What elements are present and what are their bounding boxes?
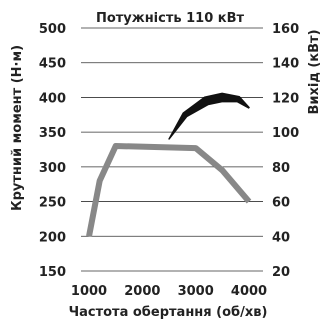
y-right-tick-label: 80 (272, 161, 290, 176)
y-left-tick-label: 200 (39, 230, 66, 245)
x-axis-title: Частота обертання (об/хв) (69, 305, 268, 320)
y-right-tick-label: 40 (272, 230, 290, 245)
series-layer (86, 92, 252, 237)
chart-title: Потужність 110 кВт (96, 11, 245, 26)
x-tick-label: 3000 (178, 284, 214, 299)
tick-labels: 150 200 250 300 350 400 450 500 20 40 60 80 100 120 14… (39, 22, 299, 299)
y-left-tick-label: 450 (39, 57, 66, 72)
power-curve (168, 92, 250, 140)
y-right-axis-title: Вихід (кВт) (307, 29, 322, 114)
y-left-tick-label: 400 (39, 91, 66, 106)
y-right-tick-label: 20 (272, 265, 290, 280)
y-left-tick-label: 250 (39, 196, 66, 211)
y-right-tick-label: 100 (272, 126, 299, 141)
y-left-tick-label: 300 (39, 161, 66, 176)
y-left-tick-label: 500 (39, 22, 66, 37)
y-left-tick-label: 350 (39, 126, 66, 141)
y-left-axis-title: Крутний момент (Н·м) (10, 45, 25, 211)
y-right-tick-label: 160 (272, 22, 299, 37)
x-tick-label: 2000 (124, 284, 160, 299)
x-tick-label: 1000 (71, 284, 107, 299)
y-right-tick-label: 140 (272, 57, 299, 72)
y-right-tick-label: 120 (272, 91, 299, 106)
x-tick-label: 4000 (231, 284, 267, 299)
y-right-tick-label: 60 (272, 196, 290, 211)
torque-curve (86, 143, 252, 237)
y-left-tick-label: 150 (39, 265, 66, 280)
